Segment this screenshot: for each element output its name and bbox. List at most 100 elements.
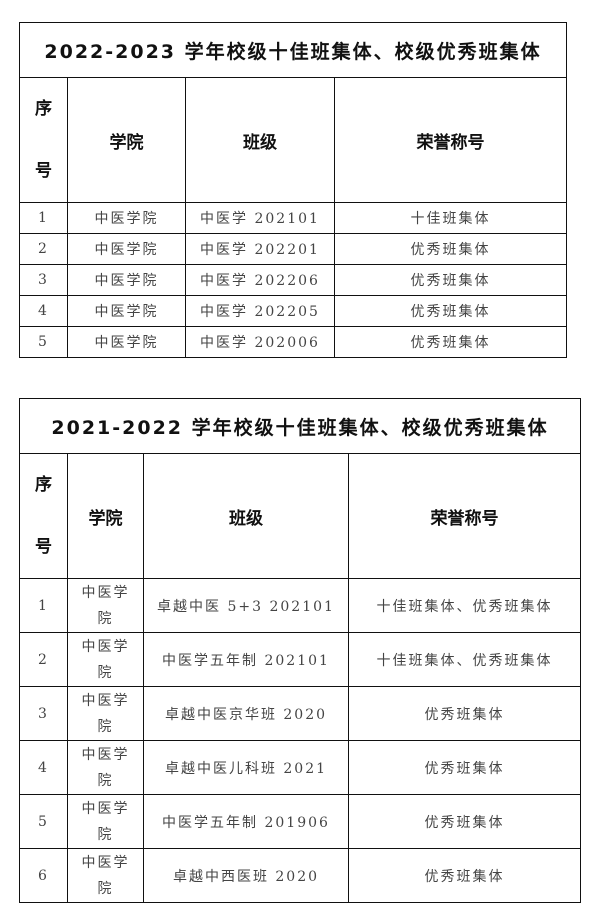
- cell-text: 中医学五年制 201906: [162, 814, 330, 831]
- cell-text: 中医学院: [81, 584, 130, 627]
- cell-college: 中医学院: [67, 848, 144, 903]
- cell-text: 中医学 202006: [200, 335, 320, 351]
- cell-text: 卓越中西医班 2020: [172, 868, 320, 885]
- header-index: 序号: [19, 77, 68, 203]
- cell-text: 中医学院: [94, 242, 159, 258]
- cell-text: 4: [38, 759, 49, 776]
- cell-text: 中医学院: [94, 211, 159, 227]
- header-index: 序号: [19, 453, 68, 579]
- cell-honor: 优秀班集体: [333, 326, 568, 358]
- cell-text: 2: [38, 241, 49, 257]
- cell-class: 中医学 202205: [185, 295, 335, 327]
- cell-text: 中医学五年制 202101: [162, 652, 330, 669]
- header-honor: 荣誉称号: [333, 77, 568, 203]
- table-row: 5 中医学院 中医学 202006 优秀班集体: [19, 326, 568, 358]
- cell-honor: 优秀班集体: [347, 686, 582, 741]
- cell-text: 卓越中医京华班 2020: [164, 706, 328, 723]
- table-row: 4 中医学院 中医学 202205 优秀班集体: [19, 295, 568, 327]
- cell-college: 中医学院: [67, 794, 144, 849]
- cell-text: 中医学院: [81, 854, 130, 897]
- cell-index: 1: [19, 202, 68, 234]
- table-row: 3 中医学院 中医学 202206 优秀班集体: [19, 264, 568, 296]
- cell-college: 中医学院: [67, 632, 144, 687]
- cell-text: 优秀班集体: [424, 760, 505, 777]
- cell-class: 中医学 202101: [185, 202, 335, 234]
- cell-honor: 优秀班集体: [333, 233, 568, 265]
- table-row: 3 中医学院 卓越中医京华班 2020 优秀班集体: [19, 686, 582, 741]
- cell-text: 中医学院: [94, 273, 159, 289]
- header-label: 班级: [229, 508, 263, 529]
- table-row: 1 中医学院 卓越中医 5+3 202101 十佳班集体、优秀班集体: [19, 578, 582, 633]
- cell-text: 中医学 202101: [200, 211, 320, 227]
- cell-college: 中医学院: [67, 326, 186, 358]
- cell-text: 中医学院: [81, 746, 130, 789]
- cell-text: 中医学院: [81, 692, 130, 735]
- cell-class: 中医学 202201: [185, 233, 335, 265]
- cell-index: 5: [19, 794, 68, 849]
- cell-class: 卓越中西医班 2020: [143, 848, 349, 903]
- cell-honor: 十佳班集体、优秀班集体: [347, 578, 582, 633]
- cell-college: 中医学院: [67, 233, 186, 265]
- cell-text: 卓越中医 5+3 202101: [157, 598, 335, 615]
- cell-class: 中医学五年制 201906: [143, 794, 349, 849]
- cell-text: 优秀班集体: [410, 242, 491, 258]
- cell-text: 5: [38, 813, 49, 830]
- header-label: 序号: [35, 475, 52, 557]
- cell-class: 中医学 202006: [185, 326, 335, 358]
- cell-class: 卓越中医 5+3 202101: [143, 578, 349, 633]
- header-label: 班级: [243, 132, 277, 153]
- cell-college: 中医学院: [67, 264, 186, 296]
- table-row: 4 中医学院 卓越中医儿科班 2021 优秀班集体: [19, 740, 582, 795]
- cell-text: 中医学 202201: [200, 242, 320, 258]
- cell-honor: 优秀班集体: [333, 264, 568, 296]
- cell-text: 优秀班集体: [410, 304, 491, 320]
- header-college: 学院: [67, 77, 186, 203]
- cell-college: 中医学院: [67, 295, 186, 327]
- cell-text: 中医学 202205: [200, 304, 320, 320]
- cell-text: 十佳班集体: [410, 211, 491, 227]
- cell-index: 1: [19, 578, 68, 633]
- cell-college: 中医学院: [67, 202, 186, 234]
- cell-honor: 优秀班集体: [333, 295, 568, 327]
- cell-index: 5: [19, 326, 68, 358]
- header-label: 序号: [35, 99, 52, 181]
- cell-text: 5: [38, 334, 49, 350]
- cell-text: 2: [38, 651, 49, 668]
- cell-index: 4: [19, 740, 68, 795]
- cell-text: 中医学 202206: [200, 273, 320, 289]
- table-title: 2021-2022 学年校级十佳班集体、校级优秀班集体: [18, 398, 582, 454]
- header-label: 学院: [109, 132, 144, 153]
- table-title: 2022-2023 学年校级十佳班集体、校级优秀班集体: [18, 22, 568, 78]
- cell-text: 卓越中医儿科班 2021: [164, 760, 328, 777]
- cell-college: 中医学院: [67, 686, 144, 741]
- cell-text: 1: [38, 597, 49, 614]
- header-label: 荣誉称号: [430, 508, 499, 529]
- cell-text: 3: [38, 272, 49, 288]
- honor-table-2022-2023: 2022-2023 学年校级十佳班集体、校级优秀班集体 序号 学院 班级 荣誉称号 1…: [18, 22, 568, 358]
- cell-index: 3: [19, 686, 68, 741]
- header-college: 学院: [67, 453, 144, 579]
- cell-index: 2: [19, 233, 68, 265]
- cell-class: 中医学 202206: [185, 264, 335, 296]
- cell-honor: 优秀班集体: [347, 848, 582, 903]
- header-label: 学院: [88, 508, 123, 529]
- header-class: 班级: [185, 77, 335, 203]
- cell-class: 中医学五年制 202101: [143, 632, 349, 687]
- header-class: 班级: [143, 453, 349, 579]
- cell-college: 中医学院: [67, 578, 144, 633]
- cell-text: 4: [38, 303, 49, 319]
- cell-index: 2: [19, 632, 68, 687]
- cell-text: 优秀班集体: [424, 706, 505, 723]
- cell-text: 中医学院: [81, 800, 130, 843]
- cell-index: 6: [19, 848, 68, 903]
- cell-honor: 优秀班集体: [347, 740, 582, 795]
- header-label: 荣誉称号: [416, 132, 485, 153]
- cell-college: 中医学院: [67, 740, 144, 795]
- cell-text: 6: [38, 867, 49, 884]
- table-row: 2 中医学院 中医学 202201 优秀班集体: [19, 233, 568, 265]
- honor-table-2021-2022: 2021-2022 学年校级十佳班集体、校级优秀班集体 序号 学院 班级 荣誉称号 1…: [18, 398, 582, 903]
- table-row: 5 中医学院 中医学五年制 201906 优秀班集体: [19, 794, 582, 849]
- cell-text: 优秀班集体: [410, 273, 491, 289]
- cell-class: 卓越中医京华班 2020: [143, 686, 349, 741]
- cell-text: 中医学院: [94, 335, 159, 351]
